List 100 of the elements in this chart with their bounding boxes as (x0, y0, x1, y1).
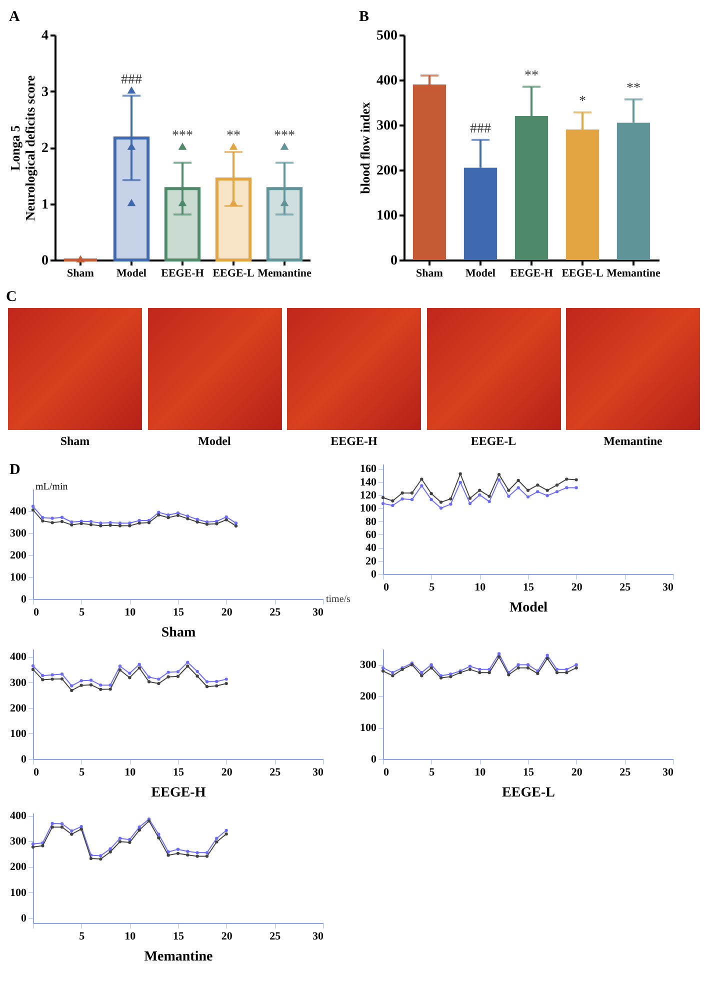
point (410, 498, 414, 502)
point (468, 664, 472, 668)
y-tick-label: 20 (366, 555, 377, 568)
point (205, 851, 209, 854)
annotation: ### (121, 72, 142, 88)
point (555, 668, 559, 672)
x-tick-label: EEGE-H (510, 268, 554, 280)
point (381, 502, 385, 506)
x-tick-label: 10 (124, 606, 136, 618)
y-tick-label: 300 (376, 118, 398, 134)
y-tick-label: 80 (366, 516, 377, 528)
y-axis-title: mL/min (36, 482, 68, 492)
point (516, 663, 520, 666)
point (41, 678, 44, 682)
point (138, 518, 141, 522)
point (205, 522, 209, 526)
point (196, 854, 199, 858)
point (536, 672, 540, 676)
point (108, 850, 112, 854)
point (215, 680, 218, 684)
point (400, 497, 404, 500)
point (31, 508, 35, 512)
x-tick-label: 20 (221, 606, 233, 618)
y-tick-label: 100 (10, 728, 27, 740)
point (176, 852, 180, 855)
x-tick-label: 15 (523, 582, 534, 594)
point (108, 683, 112, 687)
point (157, 682, 160, 686)
x-tick-label: 15 (523, 766, 534, 778)
y-tick-label: 60 (366, 528, 377, 541)
annotation: ** (524, 68, 538, 84)
point (128, 672, 132, 675)
point (196, 851, 199, 854)
point (157, 513, 160, 517)
x-tick-label: 10 (474, 766, 486, 778)
point (546, 488, 549, 492)
x-tick-label: 5 (429, 582, 436, 594)
point (224, 518, 228, 522)
point (186, 660, 190, 664)
point (526, 488, 530, 492)
point (478, 488, 482, 492)
x-axis-title: Sham (161, 626, 196, 640)
point (536, 490, 540, 494)
point (70, 520, 74, 524)
point (50, 521, 54, 524)
x-tick-label: 0 (34, 606, 40, 618)
point (108, 847, 112, 850)
y-tick-label: 0 (21, 754, 27, 766)
point (400, 491, 404, 495)
x-tick-label: 30 (312, 930, 324, 942)
point (555, 670, 559, 674)
x-axis-title: EEGE-H (151, 786, 206, 800)
point (60, 520, 64, 524)
y-axis-title: Longa 5 Neurological deficits score (8, 75, 38, 221)
point (536, 484, 540, 487)
y-tick-label: 120 (360, 489, 377, 502)
y-tick-label: 400 (10, 810, 27, 822)
annotation: *** (172, 128, 193, 144)
y-tick-label: 500 (376, 28, 398, 44)
x-tick-label: 30 (662, 582, 674, 594)
point (381, 666, 385, 670)
point (166, 513, 170, 517)
line-series (31, 664, 228, 692)
point (138, 522, 141, 525)
point (60, 822, 64, 826)
point (381, 496, 385, 500)
bar (266, 187, 303, 262)
point (89, 856, 93, 860)
point (526, 666, 530, 670)
y-tick-label: 400 (10, 651, 27, 664)
text: time/s (326, 594, 351, 605)
point (516, 666, 520, 670)
x-tick-label: 5 (79, 766, 86, 778)
y-tick-label: 200 (10, 550, 27, 562)
point (41, 844, 44, 848)
x-tick-label: Model (116, 268, 146, 280)
chart-title: B (359, 9, 370, 25)
point (488, 494, 491, 498)
point (41, 519, 44, 522)
point (430, 666, 433, 670)
point (31, 664, 35, 668)
x-tick-label: 15 (173, 766, 184, 778)
point (147, 680, 151, 684)
point (89, 683, 93, 686)
point (138, 662, 141, 666)
y-tick-label: 300 (360, 659, 377, 672)
x-tick-label: 5 (79, 606, 86, 618)
point (70, 832, 74, 836)
point (215, 522, 218, 526)
point (50, 825, 54, 829)
chart-title: A (9, 9, 20, 25)
y-tick-label: 400 (376, 74, 398, 88)
point (118, 836, 122, 840)
point (166, 516, 170, 520)
point (41, 516, 44, 520)
point (176, 848, 180, 851)
point (215, 840, 218, 844)
point (70, 688, 74, 692)
point (215, 836, 218, 840)
point (565, 478, 568, 481)
